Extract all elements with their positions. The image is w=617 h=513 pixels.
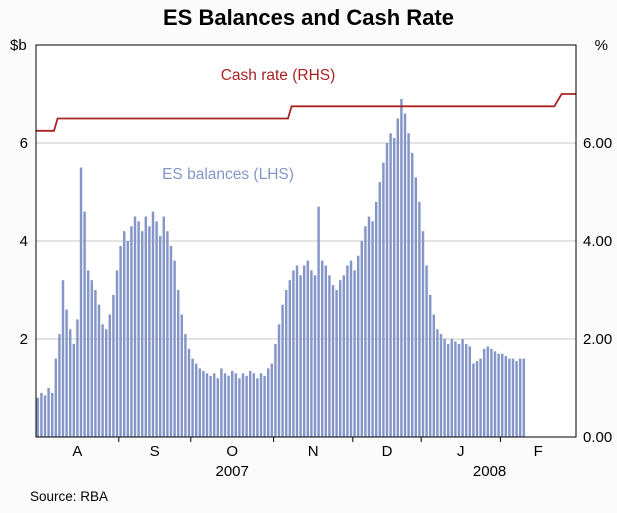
svg-text:2: 2 <box>20 331 28 348</box>
svg-text:A: A <box>72 443 82 460</box>
svg-text:O: O <box>226 443 238 460</box>
es-balances-label: ES balances (LHS) <box>162 166 294 183</box>
svg-text:D: D <box>382 443 393 460</box>
svg-text:J: J <box>457 443 465 460</box>
svg-text:6.00: 6.00 <box>583 135 612 152</box>
svg-text:F: F <box>534 443 543 460</box>
svg-text:6: 6 <box>20 135 28 152</box>
svg-text:N: N <box>308 443 319 460</box>
svg-text:2.00: 2.00 <box>583 331 612 348</box>
svg-text:S: S <box>150 443 160 460</box>
svg-text:4.00: 4.00 <box>583 233 612 250</box>
svg-text:0.00: 0.00 <box>583 429 612 446</box>
left-axis-unit: $b <box>10 37 27 54</box>
cash-rate-label: Cash rate (RHS) <box>220 67 336 84</box>
chart-title: ES Balances and Cash Rate <box>162 5 454 30</box>
right-axis-unit: % <box>594 37 608 54</box>
svg-text:2007: 2007 <box>216 463 249 480</box>
source-note: Source: RBA <box>30 489 109 504</box>
svg-text:2008: 2008 <box>473 463 506 480</box>
svg-text:4: 4 <box>20 233 28 250</box>
chart-plot: 2 4 6 0.00 2.00 4.00 6.00 A S O N D J F 2007 2008 <box>20 44 612 480</box>
